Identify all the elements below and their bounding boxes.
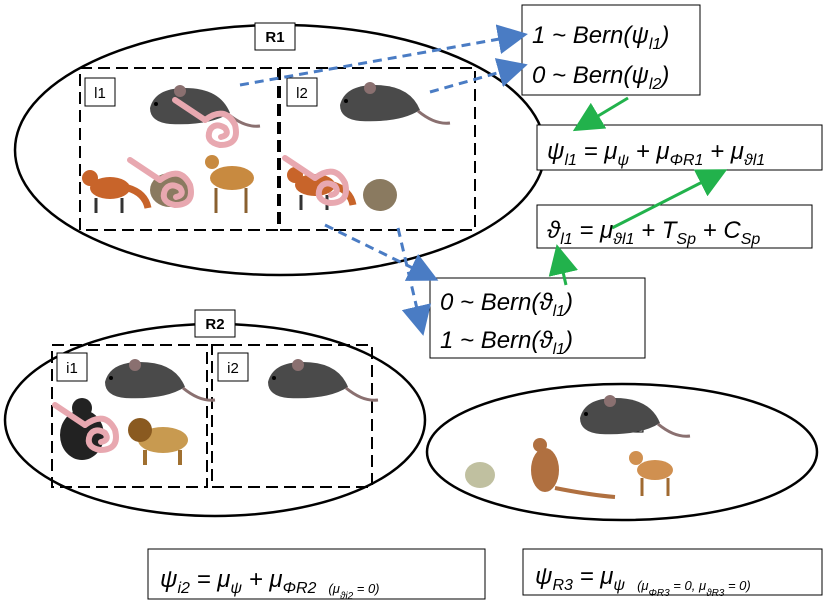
- equation-text: + C: [696, 217, 741, 244]
- label-box: [194, 309, 236, 338]
- fox-icon: [82, 170, 148, 213]
- subscript: ΦR2: [283, 580, 317, 597]
- equation-text: (μ: [637, 578, 648, 593]
- equation-text: ): [562, 327, 573, 354]
- equation: ϑl1 = μϑl1 + TSp + CSp: [547, 217, 760, 248]
- arrow: [396, 227, 432, 336]
- kangaroo-icon: [531, 438, 616, 499]
- equation-text: ϑ: [547, 217, 561, 244]
- subscript: ϑl1: [613, 231, 634, 248]
- subscript: l1: [649, 36, 661, 53]
- equation-note: (μϑi2 = 0): [328, 581, 379, 600]
- arrow: [611, 169, 728, 230]
- subscript: l1: [560, 231, 572, 248]
- equation-text: = μ: [190, 566, 231, 593]
- subscript: l1: [553, 303, 565, 320]
- equation-text: 0 ~ Bern(ψ: [532, 62, 649, 89]
- equation: ψi2 = μψ + μΦR2 (μϑi2 = 0): [160, 566, 380, 600]
- site-box: [279, 67, 476, 231]
- lion-icon: [128, 418, 188, 465]
- subscript: ψ: [617, 152, 629, 169]
- subscript: R3: [552, 577, 573, 594]
- rat-icon: [578, 393, 692, 438]
- possum-icon: [465, 462, 495, 488]
- label-box: [217, 352, 249, 382]
- arrow: [572, 96, 629, 132]
- equation-text: ): [658, 22, 669, 49]
- rat-icon: [266, 357, 380, 402]
- equation-text: 1 ~ Bern(ψ: [532, 22, 649, 49]
- equation: ψR3 = μψ (μΦR3 = 0, μϑR3 = 0): [535, 563, 751, 599]
- site-label: i2: [227, 360, 239, 377]
- equation-text: = 0, μ: [670, 578, 706, 593]
- equation-text: ψ: [535, 563, 552, 590]
- rat-icon: [103, 357, 217, 402]
- subscript: ΦR1: [670, 152, 704, 169]
- region-r3: [425, 382, 819, 522]
- site-label: l1: [94, 85, 106, 102]
- subscript: ϑi2: [340, 591, 354, 600]
- equation-text: + μ: [629, 138, 670, 165]
- equation-text: 1 ~ Bern(ϑ: [440, 327, 553, 354]
- equation-note: (μΦR3 = 0, μϑR3 = 0): [637, 578, 751, 599]
- region-label: R1: [265, 29, 284, 46]
- subscript: Sp: [676, 231, 696, 248]
- equation: 0 ~ Bern(ψl2): [532, 62, 669, 93]
- label-box: [254, 22, 296, 51]
- subscript: ϑl1: [744, 152, 765, 169]
- equation-box: [536, 204, 813, 249]
- region-label: R2: [205, 316, 224, 333]
- equation-box: [536, 124, 823, 171]
- dingo-icon: [629, 451, 673, 496]
- equation-text: + T: [634, 217, 678, 244]
- equation-text: + μ: [242, 566, 283, 593]
- label-box: [84, 77, 116, 107]
- equation: 0 ~ Bern(ϑl1): [440, 289, 573, 320]
- equation-box: [429, 277, 646, 359]
- label-box: [286, 77, 318, 107]
- equation-text: = μ: [573, 563, 614, 590]
- equation-box: [522, 548, 823, 596]
- subscript: l1: [564, 152, 576, 169]
- site-label: l2: [296, 85, 308, 102]
- equation-text: (μ: [328, 581, 339, 596]
- arrow: [548, 244, 578, 286]
- equation-text: ψ: [547, 138, 564, 165]
- rat-icon: [338, 80, 452, 125]
- equation-text: ): [562, 289, 573, 316]
- arrow: [429, 58, 528, 94]
- equation-text: = μ: [573, 217, 614, 244]
- site-box: [211, 344, 373, 488]
- deer-icon: [205, 155, 254, 213]
- arrow: [239, 24, 528, 87]
- site-box: [51, 344, 208, 488]
- label-box: [56, 352, 88, 382]
- rabbit-icon: [363, 179, 397, 211]
- subscript: l2: [649, 76, 662, 93]
- equation-box: [147, 548, 486, 600]
- subscript: ψ: [613, 577, 625, 594]
- equation-text: + μ: [703, 138, 744, 165]
- site-box: [79, 67, 279, 231]
- subscript: i2: [177, 580, 190, 597]
- subscript: l1: [553, 341, 565, 358]
- subscript: Sp: [741, 231, 761, 248]
- arrow: [324, 223, 439, 281]
- equation: 1 ~ Bern(ψl1): [532, 22, 669, 53]
- equation: 1 ~ Bern(ϑl1): [440, 327, 573, 358]
- subscript: ϑR3: [706, 588, 725, 599]
- equation-text: ): [658, 62, 669, 89]
- equation-text: 0 ~ Bern(ϑ: [440, 289, 553, 316]
- equation: ψl1 = μψ + μΦR1 + μϑl1: [547, 138, 765, 169]
- site-label: i1: [66, 360, 78, 377]
- equation-text: = 0): [353, 581, 379, 596]
- equation-text: ψ: [160, 566, 177, 593]
- subscript: ψ: [230, 580, 242, 597]
- equation-text: = 0): [724, 578, 750, 593]
- subscript: ΦR3: [649, 588, 671, 599]
- equation-text: = μ: [577, 138, 618, 165]
